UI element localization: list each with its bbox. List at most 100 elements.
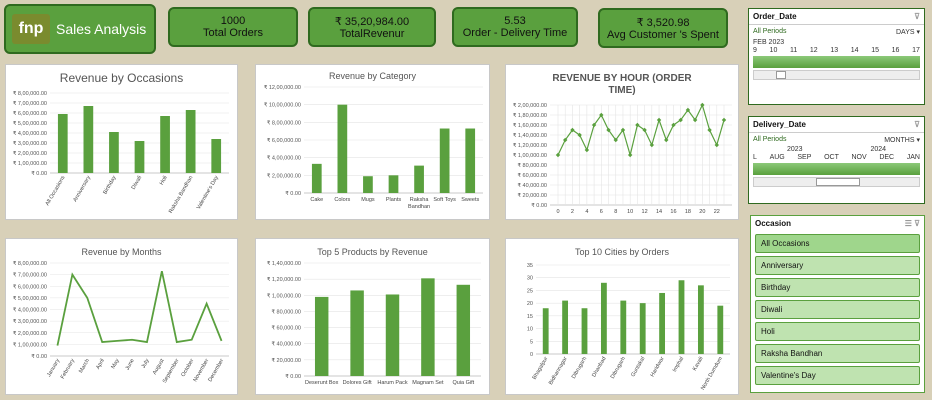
scroll-thumb[interactable] [776,71,786,79]
y-tick-label: ₹ 5,00,000.00 [13,295,47,302]
occasion-item[interactable]: Holi [755,322,920,341]
bar [421,278,435,376]
y-tick-label: ₹ 1,80,000.00 [513,112,547,119]
slicer-title: Occasion [755,219,792,228]
data-point [700,102,705,108]
x-tick-label: Dhanbad [591,356,607,378]
timeline-tick[interactable]: AUG [769,154,785,161]
timeline-tick[interactable]: 17 [912,47,920,54]
data-point [692,117,698,123]
y-tick-label: ₹ 0.00 [31,353,47,360]
timeline-tick[interactable]: SEP [797,154,812,161]
x-tick-label: Dibrugarh [610,356,627,380]
x-tick-label: 18 [685,209,691,215]
x-tick-label: Cake [310,197,323,203]
x-tick-label: Raksha Bandhan [408,197,430,210]
timeline-bar[interactable] [753,163,920,175]
x-tick-label: Valentine's Day [196,175,220,211]
timeline-tick[interactable]: 15 [871,47,880,54]
series-line [56,270,223,346]
y-tick-label: ₹ 1,00,000.00 [267,292,301,299]
time-level-dropdown[interactable]: DAYS ▾ [895,29,920,36]
x-tick-label: Holi [159,175,169,186]
y-tick-label: ₹ 8,00,000.00 [267,119,301,126]
occasion-item[interactable]: All Occasions [755,234,920,253]
y-tick-label: ₹ 4,00,000.00 [13,130,47,137]
chart-svg: Revenue by Category ₹ 0.00 ₹ 2,00,000.00 ₹ … [264,71,483,210]
occasion-item[interactable]: Diwali [755,300,920,319]
y-tick-label: ₹ 1,20,000.00 [267,276,301,283]
occasion-item[interactable]: Birthday [755,278,920,297]
chart-title: Top 10 Cities by Orders [575,247,670,257]
data-point [584,147,590,153]
x-tick-label: May [110,358,121,370]
timeline-tick[interactable]: 11 [789,47,798,54]
bar [439,128,450,193]
y-tick-label: 30 [527,276,533,282]
kpi-value: ₹ 3,520.98 [636,17,690,29]
y-tick-label: ₹ 1,00,000.00 [513,152,547,159]
timeline-tick[interactable]: 14 [850,47,859,54]
y-tick-label: ₹ 7,00,000.00 [13,100,47,107]
kpi-value: 5.53 [504,15,526,27]
y-tick-label: ₹ 1,40,000.00 [513,132,547,139]
y-tick-label: 15 [527,314,533,320]
bar [542,308,549,354]
y-tick-label: ₹ 80,000.00 [518,162,548,169]
delivery-date-slicer[interactable]: Delivery_Date ⊽ All Periods MONTHS ▾ 2023… [748,116,925,204]
x-tick-label: 2 [571,209,574,215]
occasion-item[interactable]: Raksha Bandhan [755,344,920,363]
timeline-tick[interactable]: 13 [830,47,839,54]
timeline-scrollbar[interactable] [753,70,920,80]
timeline-tick[interactable]: NOV [851,154,867,161]
timeline-tick[interactable]: 10 [769,47,778,54]
clear-filter-icon[interactable]: ⊽ [914,12,920,21]
bar [337,104,348,193]
chart-revenue-by-category: Revenue by Category ₹ 0.00 ₹ 2,00,000.00 ₹ … [255,64,490,220]
timeline-tick[interactable]: 12 [809,47,818,54]
x-tick-label: All Occasions [45,175,67,207]
y-tick-label: ₹ 6,00,000.00 [13,283,47,290]
occasion-item[interactable]: Anniversary [755,256,920,275]
y-tick-label: ₹ 40,000.00 [272,341,302,348]
all-periods-label: All Periods [753,136,787,143]
y-tick-label: ₹ 20,000.00 [518,192,548,199]
y-tick-label: ₹ 0.00 [285,373,301,380]
bar [211,139,222,173]
x-tick-label: Kavali [692,356,705,372]
x-tick-label: 14 [656,209,662,215]
time-level-dropdown[interactable]: MONTHS ▾ [884,137,920,144]
timeline-tick[interactable]: 9 [753,47,757,54]
y-tick-label: ₹ 2,00,000.00 [13,330,47,337]
occasion-item[interactable]: Valentine's Day [755,366,920,385]
chart-revenue-by-months: Revenue by Months ₹ 0.00 ₹ 1,00,000.00 ₹ 2,… [5,238,238,395]
occasion-slicer[interactable]: Occasion ☰ ⊽ All Occasions Anniversary Birt… [750,215,925,393]
kpi-label: Avg Customer 's Spent [607,29,719,41]
x-tick-label: Birthday [102,175,117,196]
bar [659,292,666,354]
timeline-tick[interactable]: OCT [824,154,839,161]
multi-select-icon[interactable]: ☰ [904,219,912,228]
timeline-tick[interactable]: L [753,154,757,161]
x-tick-label: Dibrugarh [571,356,588,380]
y-tick-label: ₹ 5,00,000.00 [13,120,47,127]
y-tick-label: ₹ 1,20,000.00 [513,142,547,149]
bar [185,110,196,173]
y-tick-label: ₹ 8,00,000.00 [13,260,47,267]
x-tick-label: Imphal [672,356,685,373]
all-periods-label: All Periods [753,28,787,35]
scroll-thumb[interactable] [816,178,860,186]
order-date-slicer[interactable]: Order_Date ⊽ All Periods DAYS ▾ FEB 2023 … [748,8,925,105]
y-tick-label: ₹ 60,000.00 [272,325,302,332]
timeline-tick[interactable]: JAN [906,154,920,161]
x-tick-label: Raksha Bandhan [168,175,194,215]
clear-filter-icon[interactable]: ⊽ [914,120,920,129]
x-tick-label: Anniversary [72,175,92,203]
timeline-scrollbar[interactable] [753,177,920,187]
bar [57,114,68,173]
clear-filter-icon[interactable]: ⊽ [914,219,920,228]
y-tick-label: ₹ 2,00,000.00 [513,102,547,109]
timeline-tick[interactable]: 16 [891,47,900,54]
timeline-tick[interactable]: DEC [879,154,895,161]
timeline-bar[interactable] [753,56,920,68]
